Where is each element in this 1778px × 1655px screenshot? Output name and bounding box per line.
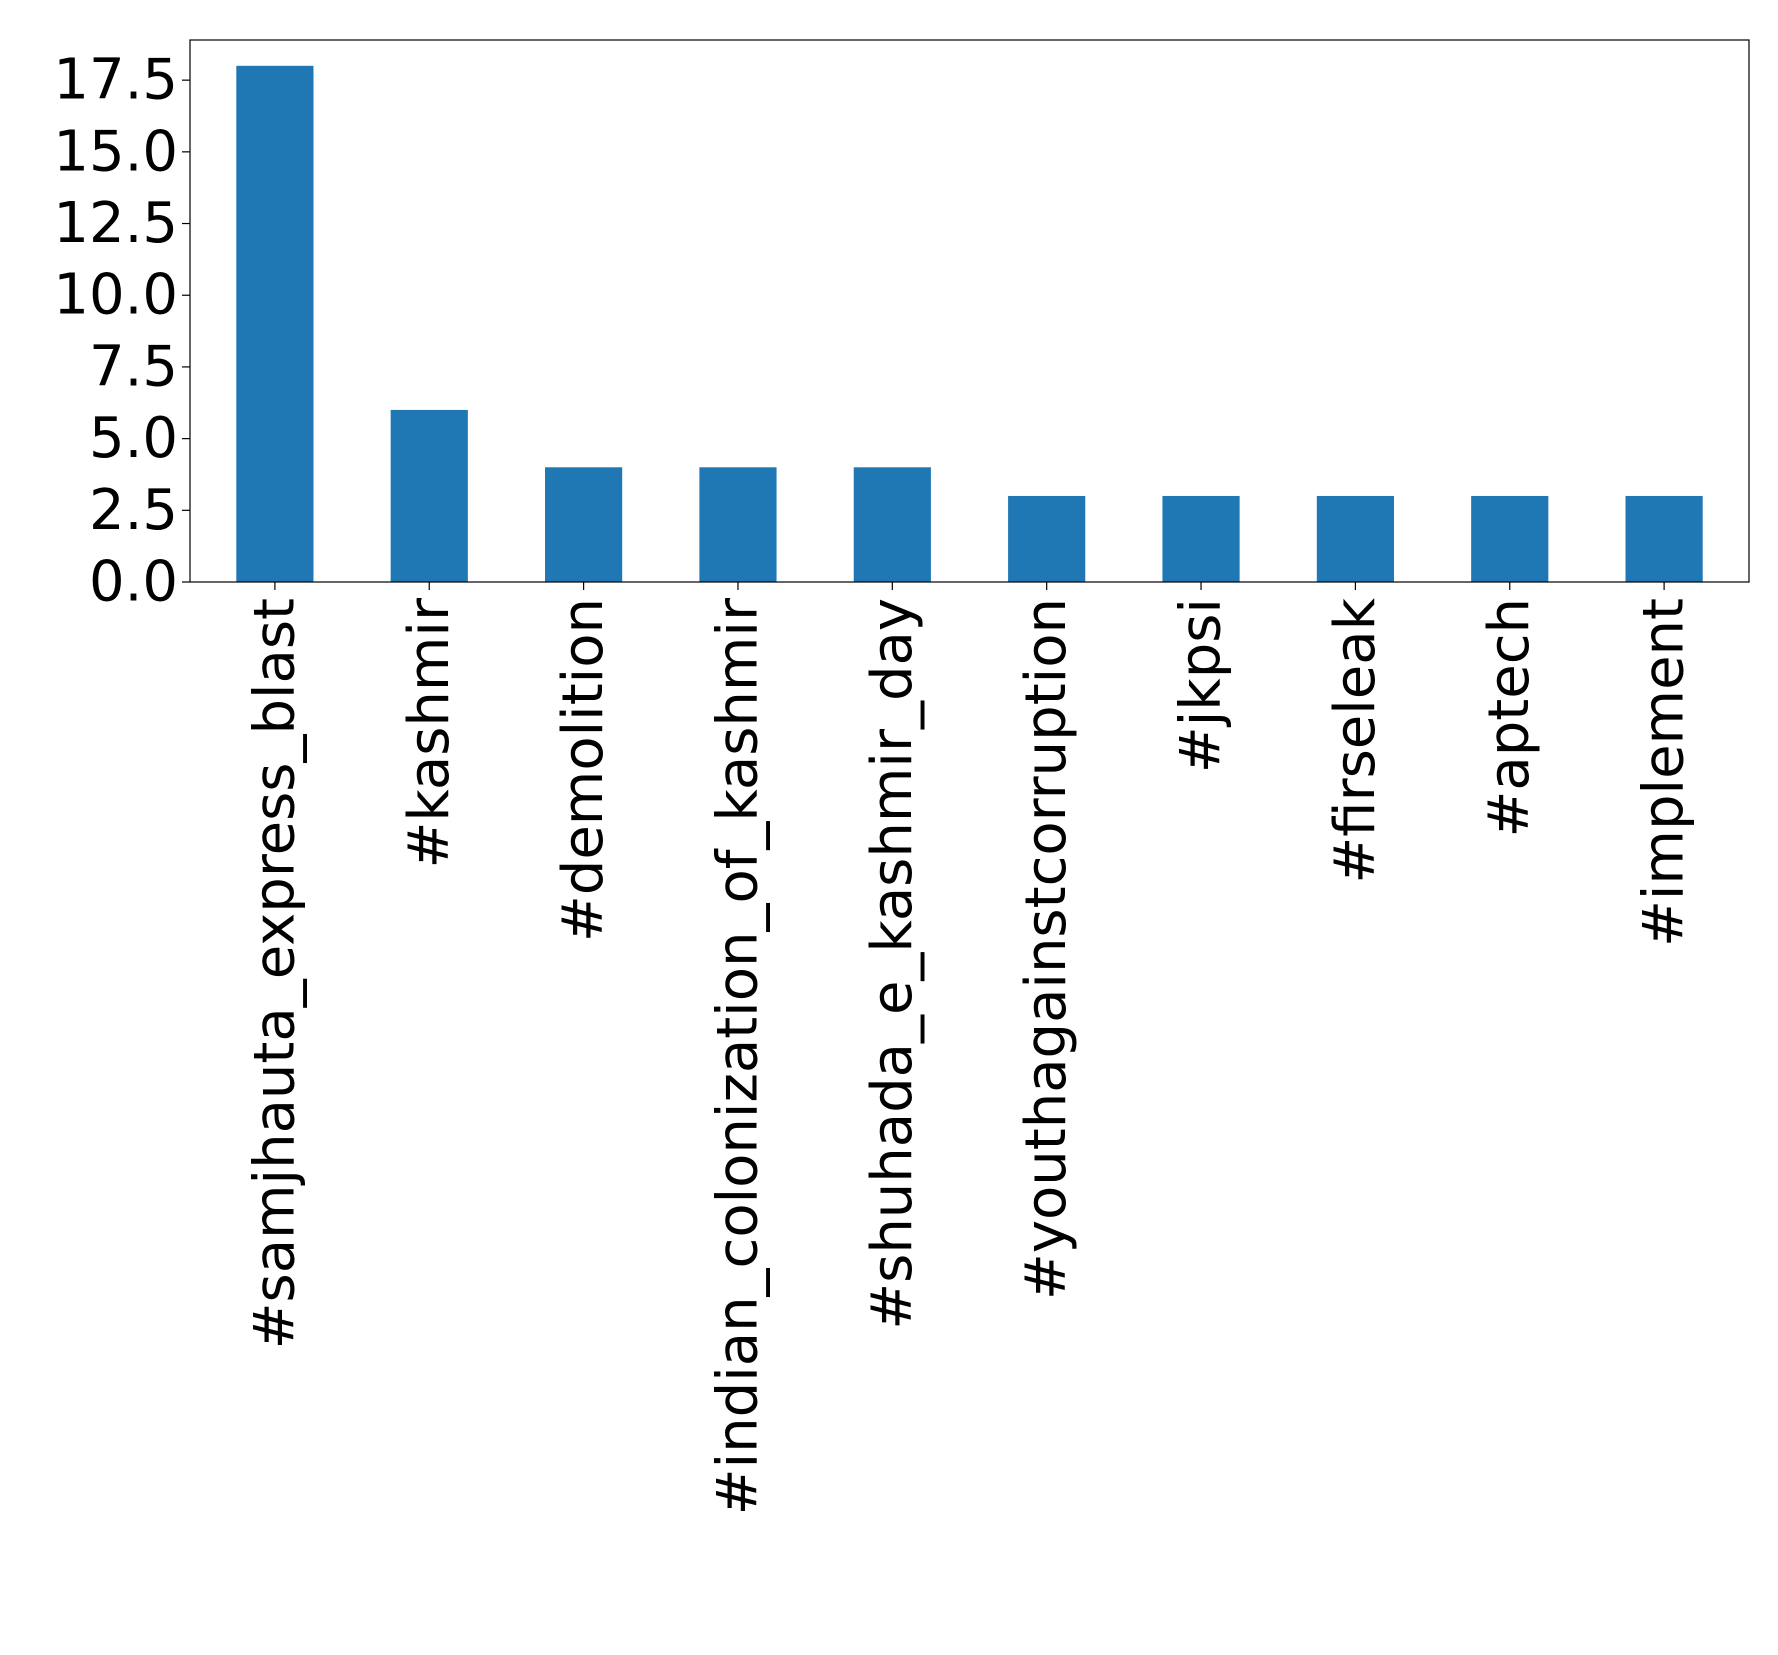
bar-demolition [545,467,623,582]
bar-youthagainstcorruption [1008,495,1086,582]
bar-firseleak [1316,495,1394,582]
x-tick-label: #indian_colonization_of_kashmir [705,597,770,1515]
bar-shuhada-e-kashmir-day [853,467,931,582]
y-tick-label: 17.5 [53,48,178,113]
bar-samjhauta-express-blast [236,65,314,583]
x-tick-label: #aptech [1477,598,1542,837]
y-tick-label: 5.0 [89,406,178,471]
y-tick-label: 15.0 [53,119,178,184]
bars-layer [236,65,1703,583]
x-tick-label: #shuhada_e_kashmir_day [860,598,925,1330]
bar-indian-colonization-of-kashmir [699,467,777,582]
bar-jkpsi [1162,495,1240,582]
x-tick-label: #kashmir [397,597,462,868]
y-tick-label: 10.0 [53,263,178,328]
x-tick-label: #youthagainstcorruption [1014,598,1079,1300]
plot-area-frame [189,39,1750,583]
x-axis: #samjhauta_express_blast #kashmir #demolit… [242,582,1697,1515]
y-tick-label: 7.5 [89,334,178,399]
y-tick-label: 0.0 [89,550,178,615]
bar-aptech [1471,495,1549,582]
x-tick-label: #samjhauta_express_blast [242,598,307,1349]
bar-kashmir [390,409,468,582]
y-tick-label: 12.5 [53,191,178,256]
x-tick-label: #implement [1632,598,1697,947]
bar-implement [1625,495,1703,582]
y-axis: 0.0 2.5 5.0 7.510.0 12.5 15.017.5 [53,48,190,615]
x-tick-label: #firseleak [1323,597,1388,883]
x-tick-label: #demolition [551,598,616,942]
x-tick-label: #jkpsi [1169,598,1234,773]
y-tick-label: 2.5 [89,478,178,543]
